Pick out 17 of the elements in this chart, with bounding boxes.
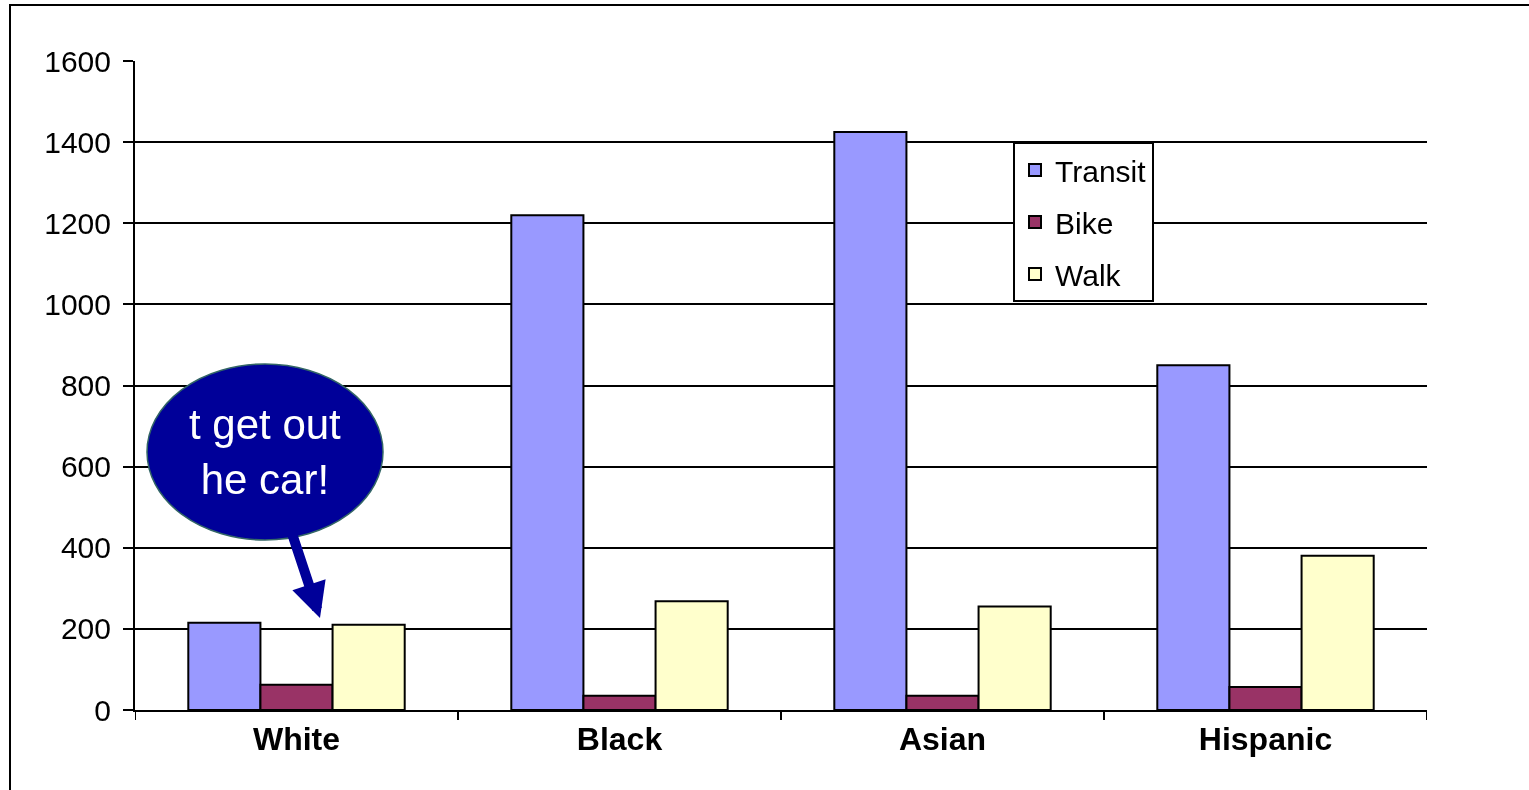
- x-tick-label: Hispanic: [1198, 721, 1333, 758]
- y-tick-label: 200: [60, 612, 111, 646]
- legend-label: Transit: [1055, 154, 1147, 188]
- x-tick-label: Asian: [898, 721, 987, 758]
- legend-label: Walk: [1055, 258, 1122, 292]
- y-tick-label: 1200: [44, 206, 111, 240]
- y-tick-label: 800: [60, 369, 111, 402]
- y-tick-label: 1000: [44, 287, 111, 321]
- annotation: t get out he car!: [189, 401, 342, 503]
- y-tick-label: 0: [94, 693, 111, 727]
- legend-label: Bike: [1055, 206, 1114, 240]
- y-tick-label: 1600: [44, 44, 111, 78]
- x-tick-label: White: [252, 721, 341, 758]
- y-tick-label: 600: [60, 450, 111, 484]
- x-tick-label: Black: [576, 721, 663, 758]
- y-tick-label: 1400: [44, 125, 111, 159]
- y-tick-label: 400: [60, 531, 111, 565]
